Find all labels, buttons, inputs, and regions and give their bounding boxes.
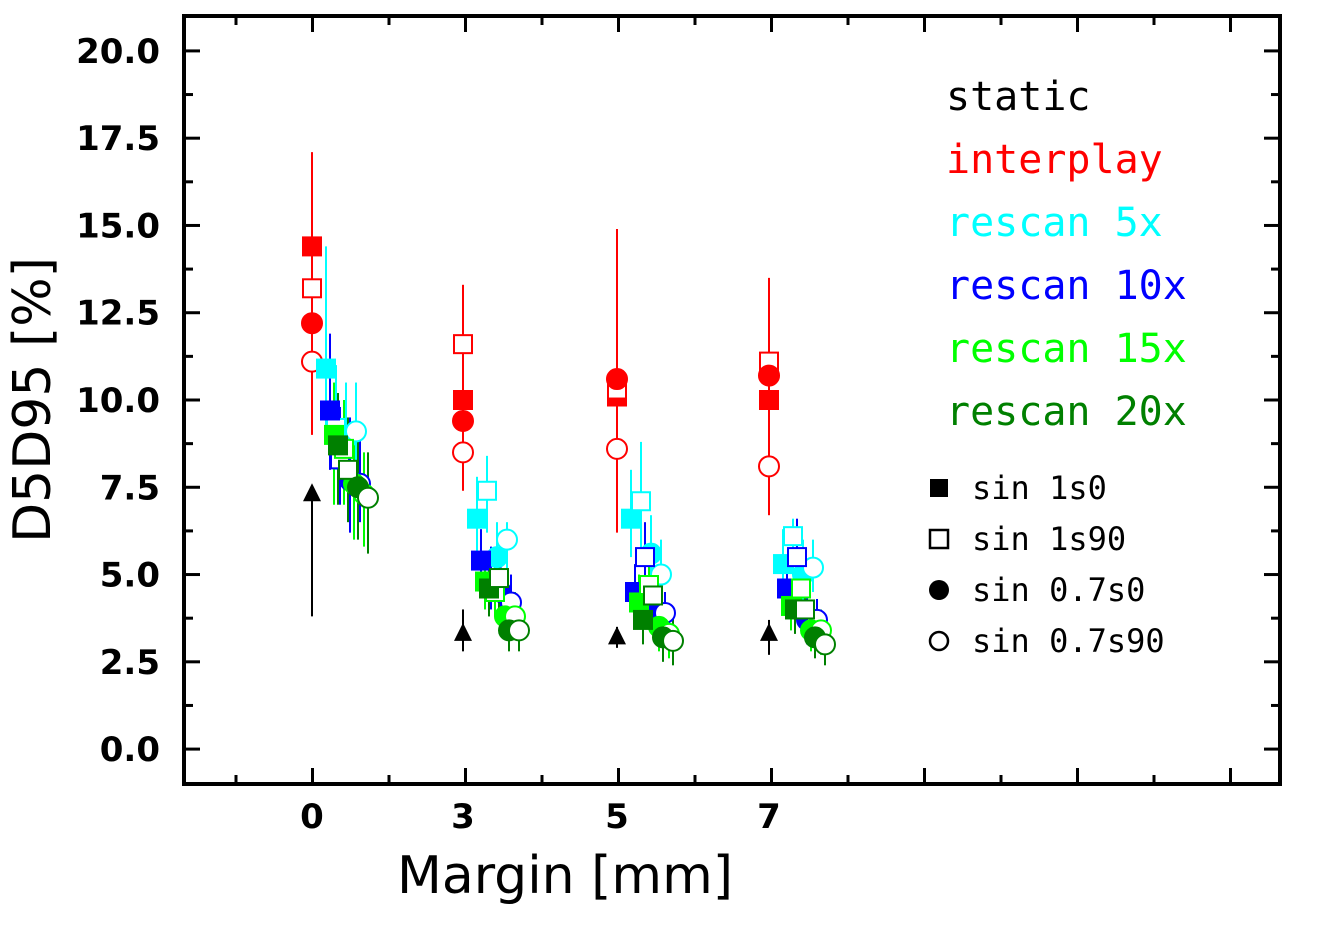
x-tick-label: 0 <box>300 797 324 837</box>
legend-marker <box>928 528 950 550</box>
point-marker <box>606 368 628 391</box>
data-markers <box>301 236 836 656</box>
point-marker <box>758 364 780 387</box>
plot-frame <box>182 14 1282 786</box>
y-tick-label: 2.5 <box>100 643 160 683</box>
point-marker <box>631 491 651 512</box>
point-marker <box>452 441 474 464</box>
legend-series-label: rescan 15x <box>946 326 1187 372</box>
legend-series-label: rescan 10x <box>946 263 1187 309</box>
point-marker <box>608 626 626 645</box>
point-marker <box>783 526 803 547</box>
point-marker <box>802 556 824 579</box>
point-marker <box>606 437 628 460</box>
point-marker <box>453 334 473 355</box>
point-marker <box>452 409 474 432</box>
point-marker <box>453 390 473 410</box>
y-tick-label: 20.0 <box>76 32 160 72</box>
point-marker <box>758 455 780 478</box>
legend-marker-label: sin 0.7s90 <box>972 622 1165 660</box>
legend: static interplay rescan 5x rescan 10x rescan… <box>928 74 1187 660</box>
point-marker <box>316 358 336 379</box>
point-marker <box>302 278 322 299</box>
y-tick-label: 17.5 <box>76 119 160 159</box>
point-marker <box>795 599 815 620</box>
point-marker <box>760 622 778 641</box>
y-axis-title: D5D95 [%] <box>3 257 63 543</box>
point-marker <box>320 400 340 421</box>
x-tick-label: 3 <box>451 797 475 837</box>
point-marker <box>633 609 653 630</box>
point-marker <box>467 508 487 529</box>
legend-series-label: rescan 5x <box>946 200 1163 246</box>
point-marker <box>787 547 807 568</box>
y-tick-label: 5.0 <box>100 556 160 596</box>
legend-marker <box>929 580 949 600</box>
point-marker <box>635 547 655 568</box>
y-tick-label: 7.5 <box>100 468 160 508</box>
legend-marker-label: sin 1s0 <box>972 469 1107 507</box>
legend-marker-label: sin 1s90 <box>972 520 1126 558</box>
tick-labels: 0.0 2.5 5.0 7.5 10.0 12.5 15.0 17.5 20.0 0 3 5 7 <box>76 32 781 837</box>
y-tick-label: 15.0 <box>76 206 160 246</box>
point-marker <box>338 459 358 480</box>
legend-marker <box>930 479 948 497</box>
y-tick-label: 0.0 <box>100 730 160 770</box>
point-marker <box>508 619 530 642</box>
point-marker <box>454 622 472 641</box>
point-marker <box>496 528 518 551</box>
point-marker <box>345 420 367 443</box>
point-marker <box>791 578 811 599</box>
legend-series-label: interplay <box>946 137 1163 183</box>
error-bars <box>311 152 826 666</box>
x-tick-label: 5 <box>605 797 629 837</box>
point-marker <box>302 236 322 257</box>
point-marker <box>357 486 379 509</box>
point-marker <box>477 480 497 501</box>
point-marker <box>303 483 321 502</box>
legend-marker-label: sin 0.7s0 <box>972 571 1145 609</box>
legend-series-label: static <box>946 74 1091 120</box>
point-marker <box>489 568 509 589</box>
point-marker <box>328 435 348 456</box>
legend-marker <box>928 630 950 652</box>
x-tick-label: 7 <box>757 797 781 837</box>
y-tick-label: 12.5 <box>76 294 160 334</box>
point-marker <box>662 629 684 652</box>
point-marker <box>643 585 663 606</box>
point-marker <box>621 508 641 529</box>
point-marker <box>759 390 779 410</box>
point-marker <box>471 550 491 571</box>
legend-series-label: rescan 20x <box>946 389 1187 435</box>
point-marker <box>301 312 323 335</box>
y-tick-label: 10.0 <box>76 381 160 421</box>
point-marker <box>814 633 836 656</box>
x-axis-title: Margin [mm] <box>397 846 733 906</box>
